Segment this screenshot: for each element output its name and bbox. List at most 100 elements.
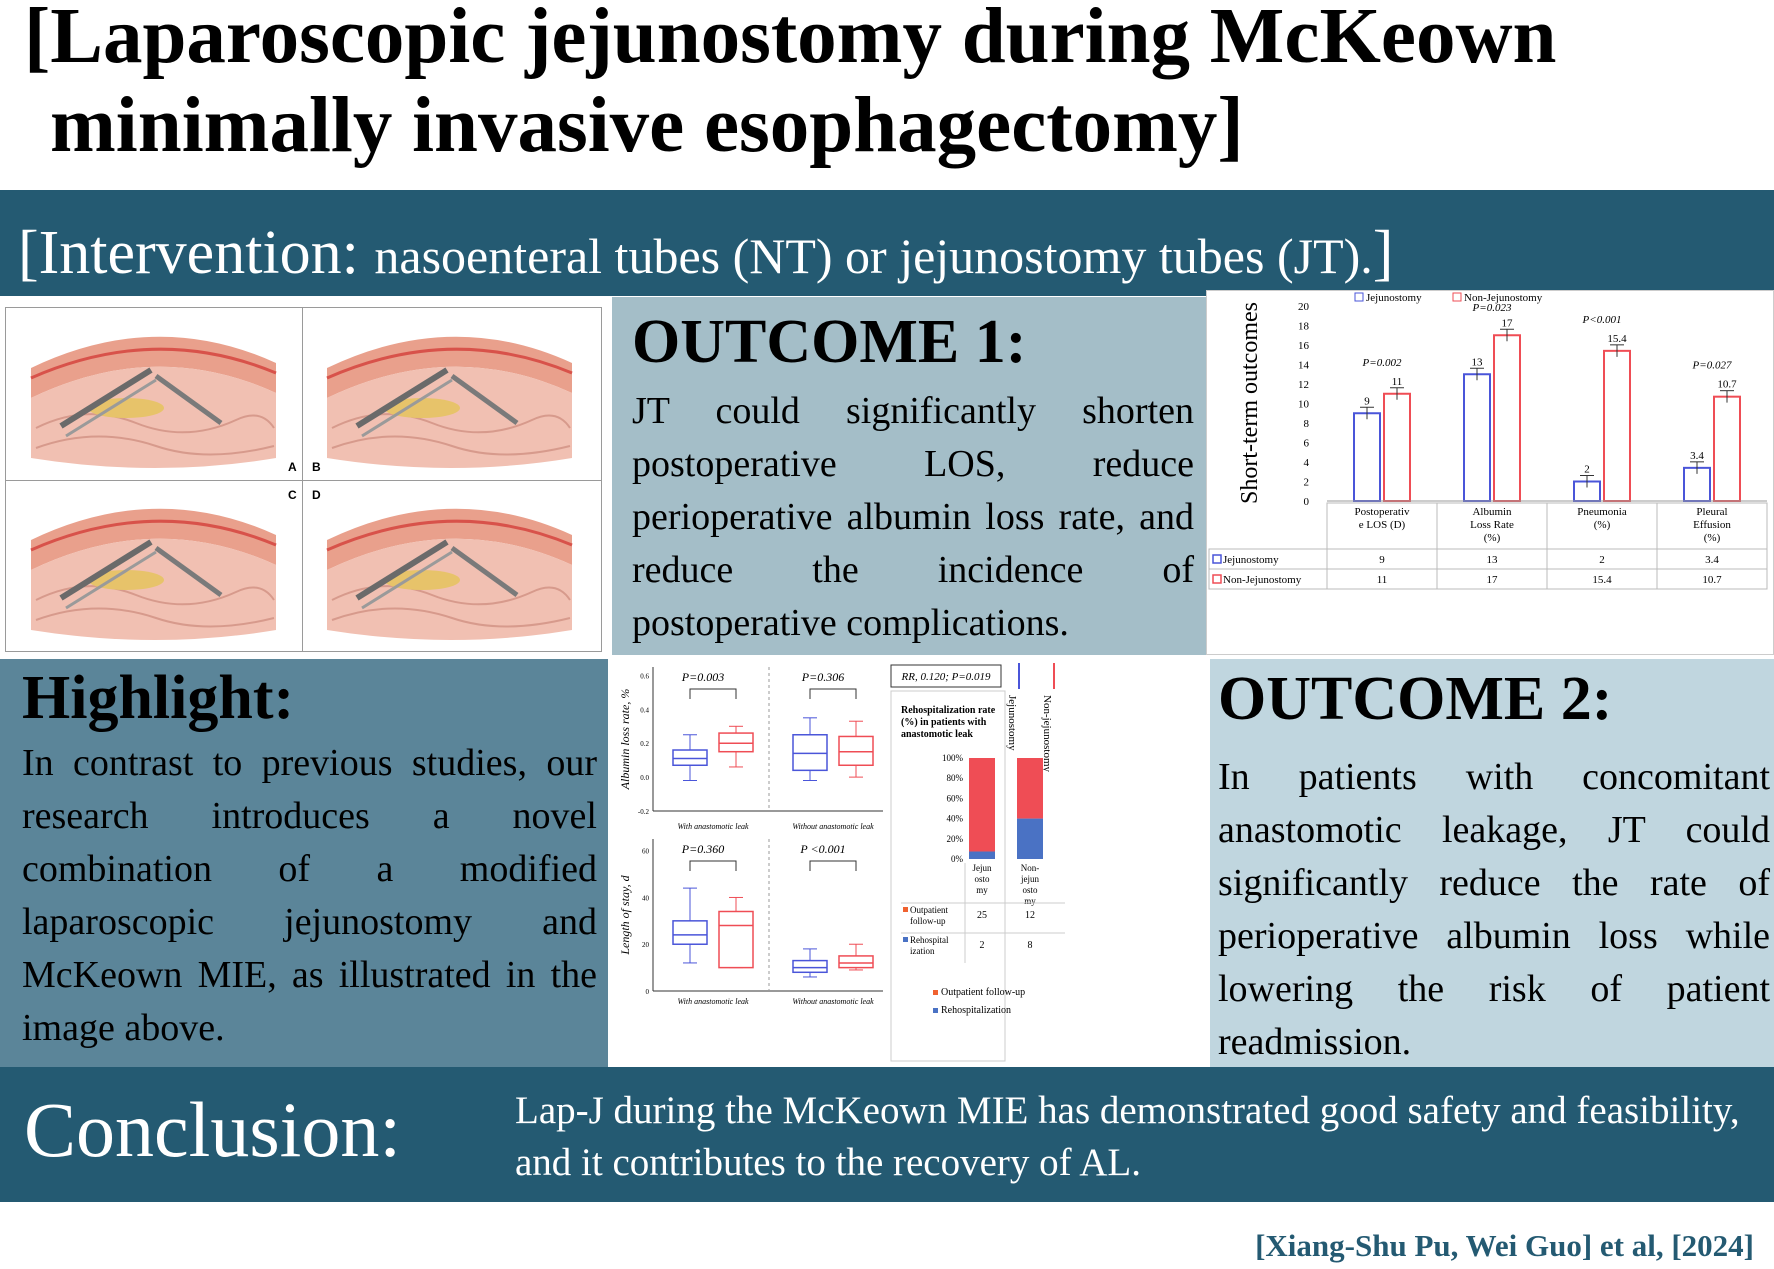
table-cell: 11	[1377, 574, 1388, 586]
y-tick-label: 4	[1304, 457, 1310, 469]
outcome-2-panel: OUTCOME 2: In patients with concomitant …	[1210, 659, 1774, 1067]
bar-non-jejunostomy	[1603, 349, 1631, 502]
legend-swatch-jejunostomy	[1354, 292, 1364, 302]
outcome-2-heading: OUTCOME 2:	[1218, 665, 1613, 733]
y-tick-label: 60	[642, 848, 650, 856]
legend-swatch	[933, 1008, 938, 1013]
stack-rehospitalization	[969, 851, 995, 859]
panel-label-c: C	[288, 488, 297, 502]
rehosp-title: anastomotic leak	[901, 729, 973, 740]
y-tick-label: 8	[1304, 418, 1310, 430]
highlight-text: In contrast to previous studies, our res…	[22, 742, 597, 1049]
table-cell: 12	[1025, 910, 1035, 921]
data-label: 2	[1584, 464, 1590, 476]
significance-bracket	[689, 860, 737, 871]
intervention-detail: nasoenteral tubes (NT) or jejunostomy tu…	[374, 228, 1373, 284]
table-row-label: Non-Jejunostomy	[1223, 574, 1302, 586]
data-label: 11	[1392, 376, 1403, 388]
outcome-1-panel: OUTCOME 1: JT could significantly shorte…	[612, 297, 1206, 655]
category-label: Albumin	[1472, 506, 1512, 518]
table-cell: 13	[1487, 554, 1499, 566]
intervention-text: [Intervention: nasoenteral tubes (NT) or…	[18, 218, 1393, 289]
rr-note-box	[890, 664, 1002, 688]
significance-bracket	[689, 688, 737, 699]
p-value-label: P=0.306	[801, 670, 844, 684]
y-tick-label: 80%	[947, 773, 964, 783]
table-row-label: Outpatient	[910, 905, 948, 915]
rehosp-frame	[890, 690, 1006, 1062]
y-tick-label: 40%	[947, 814, 964, 824]
significance-bracket	[809, 860, 857, 871]
category-label: Pleural	[1696, 506, 1727, 518]
stack-outpatient	[969, 758, 995, 852]
data-label: 10.7	[1717, 379, 1737, 391]
y-tick-label: 10	[1298, 399, 1310, 411]
y-tick-label: 0.0	[640, 774, 649, 782]
y-tick-label: 20%	[947, 834, 964, 844]
intervention-band	[0, 190, 1774, 296]
legend-label-jejunostomy: Jejunostomy	[1366, 292, 1422, 304]
table-cell: 8	[1028, 940, 1033, 951]
rehosp-title: Rehospitalization rate	[901, 705, 996, 716]
illustration-divider-horizontal	[6, 480, 601, 481]
legend-label-jejunostomy: Jejunostomy	[1006, 695, 1018, 751]
legend-swatch	[933, 990, 938, 995]
y-tick-label: 100%	[942, 753, 964, 763]
y-tick-label: 0%	[951, 854, 964, 864]
table-row	[1208, 568, 1768, 590]
p-value-label: P=0.360	[681, 842, 724, 856]
panel-label: Without anastomotic leak	[792, 997, 874, 1006]
box-non-jejunostomy	[718, 732, 754, 753]
box-jejunostomy	[672, 920, 708, 945]
category-label: osto	[1022, 885, 1038, 895]
category-label: Effusion	[1693, 519, 1731, 531]
category-label: Loss Rate	[1470, 519, 1514, 531]
short-term-outcomes-chart: Jejunostomy Non-Jejunostomy Short-term out…	[1206, 290, 1774, 655]
table-cell: 2	[1599, 554, 1605, 566]
table-cell: 17	[1487, 574, 1499, 586]
outcome-1-heading: OUTCOME 1:	[632, 308, 1027, 376]
outcome-2-text: In patients with concomitant anastomotic…	[1218, 756, 1770, 1063]
data-label: 15.4	[1607, 333, 1627, 345]
y-tick-label: 12	[1298, 379, 1309, 391]
box-jejunostomy	[672, 749, 708, 767]
title-line-1: [Laparoscopic jejunostomy during McKeown	[24, 0, 1557, 80]
panel-label-d: D	[312, 488, 321, 502]
legend-label: Rehospitalization	[941, 1005, 1011, 1016]
y-tick-label: 40	[642, 894, 650, 902]
category-label: my	[976, 885, 988, 895]
table-row-swatch	[903, 907, 908, 912]
category-label: (%)	[1594, 519, 1611, 531]
y-tick-label: 20	[1298, 301, 1310, 313]
category-label: Non-	[1021, 863, 1040, 873]
citation: [Xiang-Shu Pu, Wei Guo] et al, [2024]	[1255, 1228, 1754, 1263]
table-cell: 2	[980, 940, 985, 951]
intervention-bracket: ]	[1372, 219, 1394, 287]
illustration-divider-vertical	[302, 308, 303, 651]
y-axis-label: Length of stay, d	[618, 874, 632, 955]
table-cell: 15.4	[1592, 574, 1612, 586]
p-value-label: P <0.001	[799, 842, 845, 856]
table-row-label: ization	[910, 946, 935, 956]
category-label: jejun	[1020, 874, 1039, 884]
box-jejunostomy	[792, 734, 828, 772]
y-axis-label: Albumin loss rate, %	[618, 689, 632, 791]
data-label: 9	[1364, 395, 1370, 407]
p-value-label: P=0.002	[1362, 357, 1402, 369]
p-value-label: P=0.003	[681, 670, 724, 684]
intervention-lead: [Intervention:	[18, 219, 375, 287]
outcome-1-text: JT could significantly shorten postopera…	[632, 390, 1194, 644]
category-label: Pneumonia	[1577, 506, 1627, 518]
y-tick-label: 0.2	[640, 740, 649, 748]
y-tick-label: 16	[1298, 340, 1310, 352]
highlight-heading: Highlight:	[22, 664, 295, 732]
y-tick-label: 0	[646, 988, 650, 996]
table-row-label: Jejunostomy	[1223, 554, 1279, 566]
poster-title: [Laparoscopic jejunostomy during McKeown…	[24, 0, 1764, 170]
bar-jejunostomy	[1463, 373, 1491, 502]
panel-label: With anastomotic leak	[677, 822, 749, 831]
data-label: 3.4	[1690, 450, 1704, 462]
box-non-jejunostomy	[718, 910, 754, 969]
category-label: my	[1024, 896, 1036, 906]
panel-label-a: A	[288, 460, 297, 474]
